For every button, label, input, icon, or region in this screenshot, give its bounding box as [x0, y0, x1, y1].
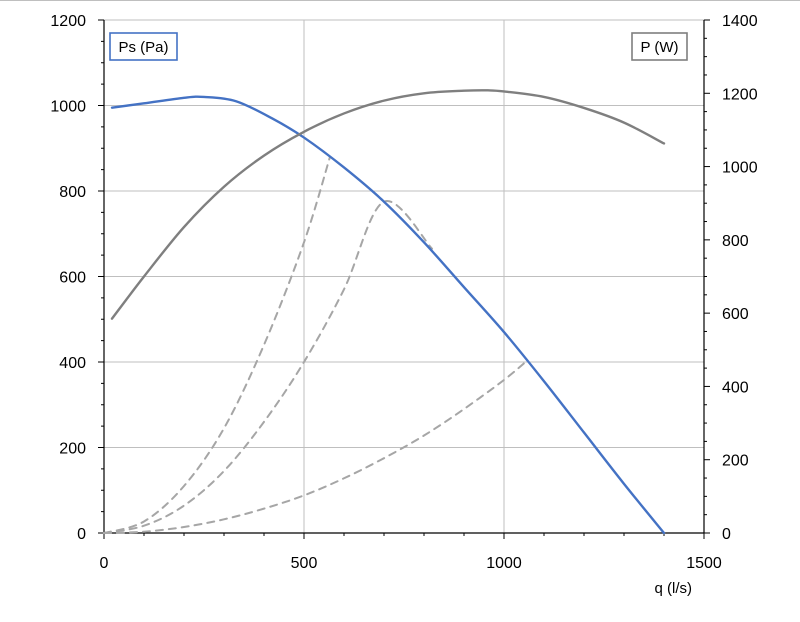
legend-left-axis: Ps (Pa) — [109, 32, 178, 61]
right-y-tick-label: 1000 — [722, 160, 758, 177]
left-y-tick-label: 600 — [59, 270, 86, 287]
legend-left-box — [109, 32, 178, 61]
power-curve — [110, 89, 666, 320]
x-tick-label: 1500 — [686, 555, 722, 572]
x-tick-label: 0 — [100, 555, 109, 572]
legend-right-label: P (W) — [640, 39, 678, 56]
x-tick-labels: 0 500 1000 1500 — [100, 555, 722, 572]
right-y-tick-label: 800 — [722, 233, 749, 250]
series-layer — [103, 89, 666, 535]
right-y-tick-labels: 0 200 400 600 800 1000 1200 1400 — [722, 13, 758, 543]
left-y-tick-label: 1000 — [50, 99, 86, 116]
right-y-tick-label: 600 — [722, 306, 749, 323]
right-y-tick-label: 400 — [722, 379, 749, 396]
system-curve-4 — [103, 358, 529, 534]
legend-left-label: Ps (Pa) — [118, 39, 168, 56]
left-y-tick-label: 200 — [59, 441, 86, 458]
left-y-tick-label: 400 — [59, 355, 86, 372]
legend-right-axis: P (W) — [631, 32, 688, 61]
left-y-tick-label: 800 — [59, 184, 86, 201]
right-y-tick-label: 1200 — [722, 86, 758, 103]
gridlines — [104, 19, 704, 533]
left-y-tick-label: 0 — [77, 526, 86, 543]
right-y-tick-label: 1400 — [722, 13, 758, 30]
right-y-tick-label: 200 — [722, 453, 749, 470]
x-tick-label: 500 — [291, 555, 318, 572]
left-y-tick-label: 1200 — [50, 13, 86, 30]
system-curve-2 — [103, 155, 331, 534]
x-tick-label: 1000 — [486, 555, 522, 572]
left-y-tick-labels: 0 200 400 600 800 1000 1200 — [50, 13, 86, 543]
legend-right-box — [631, 32, 688, 61]
x-axis-title: q (l/s) — [655, 580, 693, 597]
system-curve-3 — [103, 200, 433, 534]
right-y-tick-label: 0 — [722, 526, 731, 543]
pressure-curve — [110, 95, 666, 535]
